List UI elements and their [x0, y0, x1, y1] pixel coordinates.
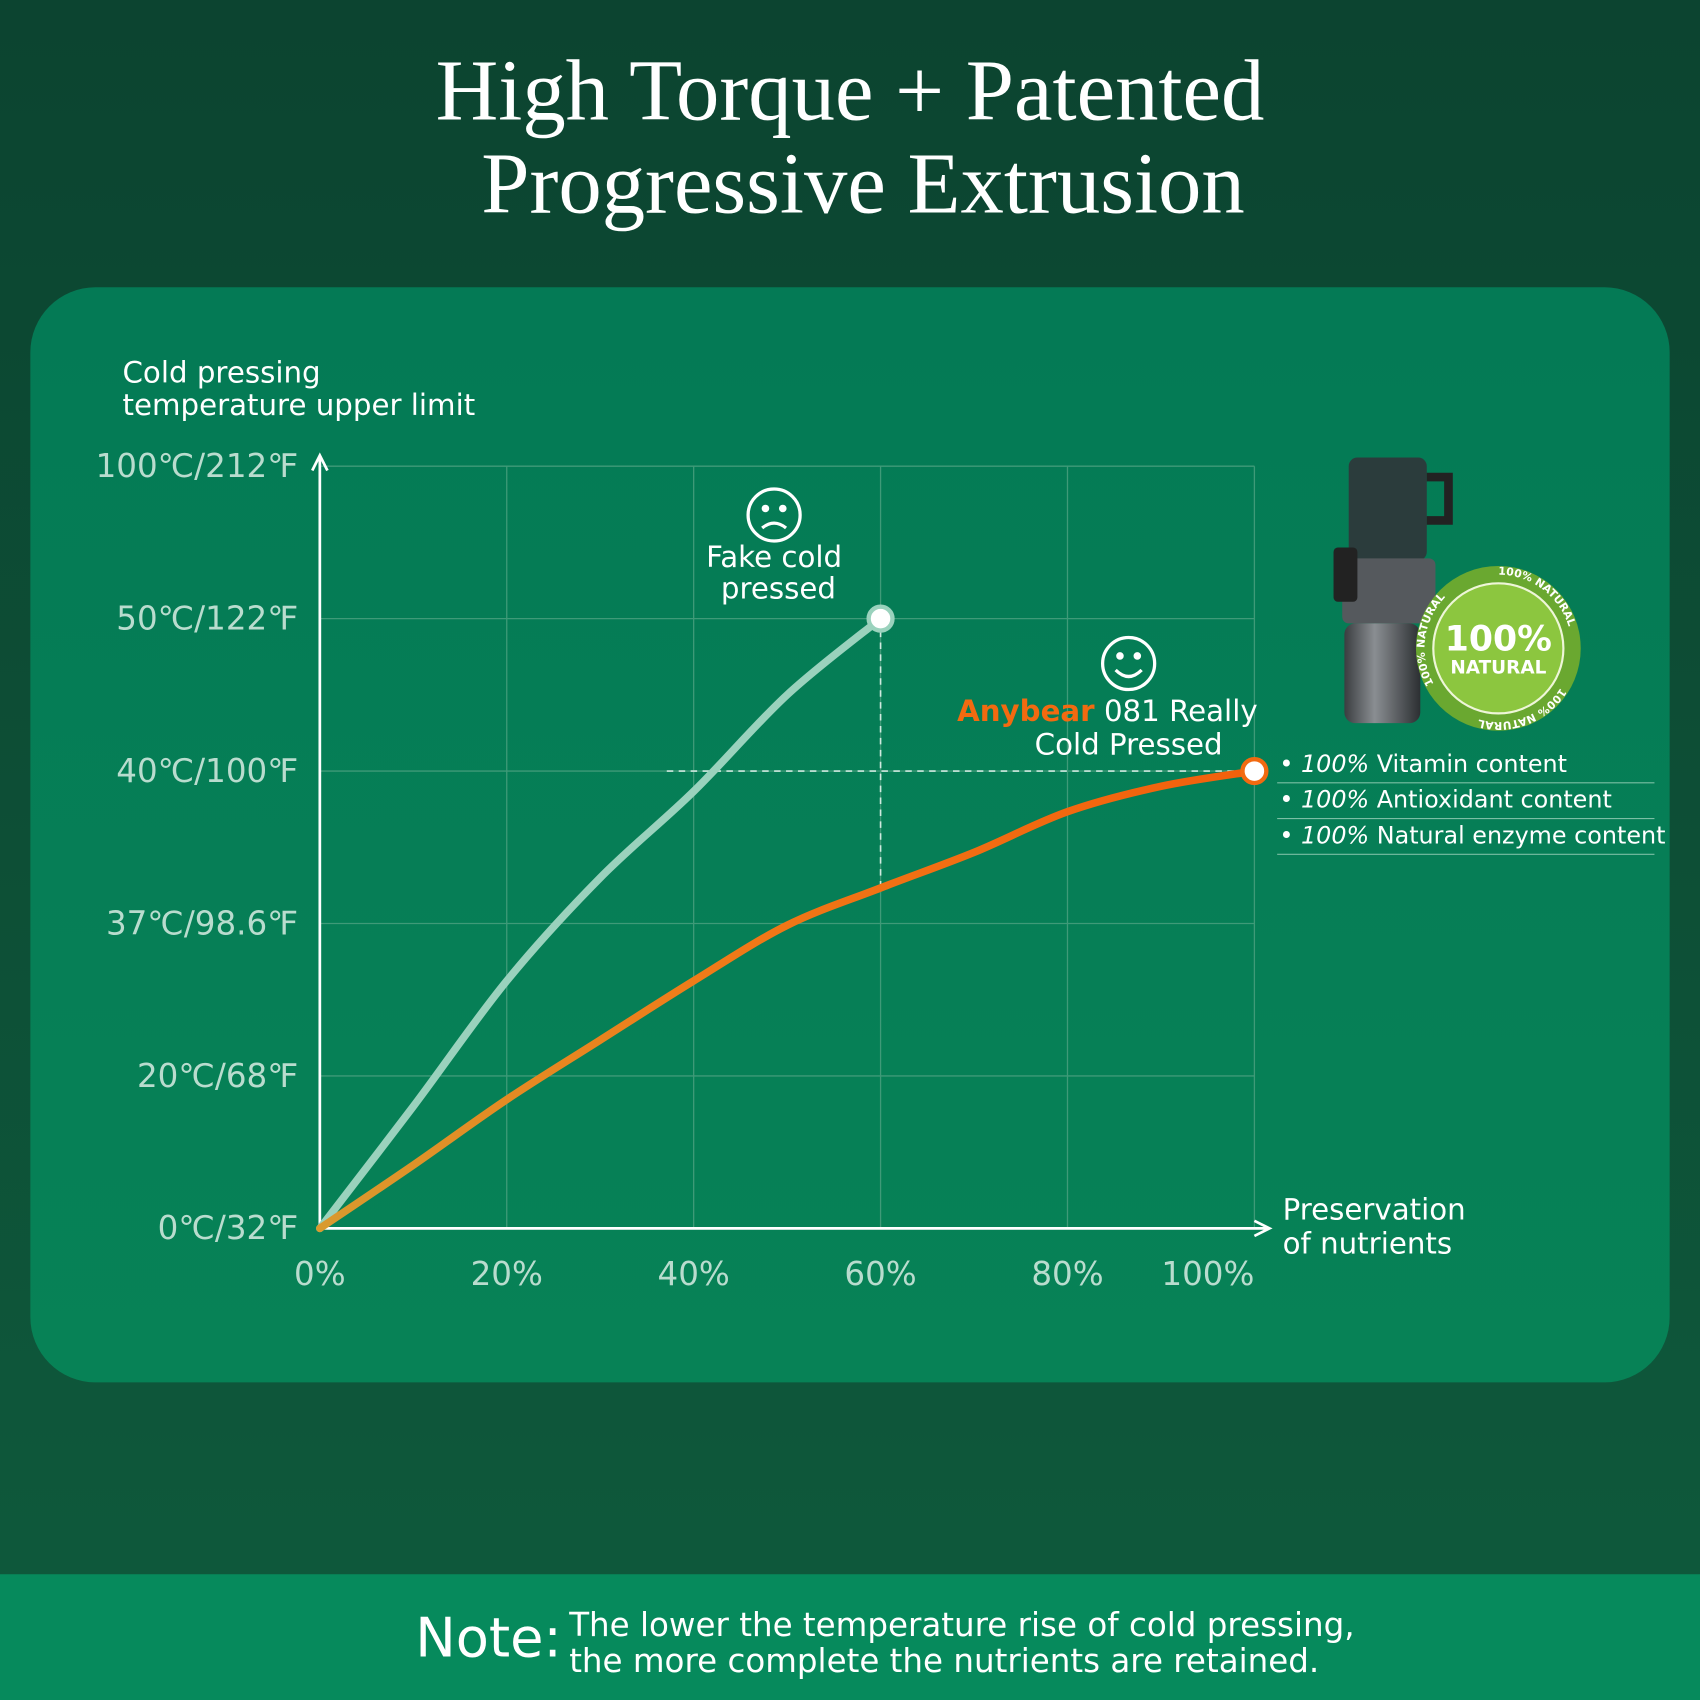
note-text: The lower the temperature rise of cold p…	[568, 1606, 1354, 1644]
y-axis-title: Cold pressing	[123, 356, 321, 390]
annotation-text: 081 Really	[1104, 694, 1258, 728]
x-axis	[319, 1219, 1273, 1238]
annotation: Anybear 081 Really	[957, 694, 1258, 728]
y-axis-title: temperature upper limit	[123, 388, 476, 422]
bullet: •	[1279, 821, 1301, 849]
bullet: •	[1279, 786, 1301, 814]
y-tick-label: 50℃/122℉	[116, 599, 298, 637]
x-tick-label: 80%	[1031, 1255, 1103, 1293]
y-tick-label: 20℃/68℉	[137, 1057, 298, 1095]
annotation: pressed	[721, 571, 836, 605]
series-line	[316, 614, 885, 1233]
badge-big: 100%	[1445, 620, 1552, 660]
benefit-pct: 100%	[1301, 750, 1369, 778]
x-axis-title: of nutrients	[1283, 1226, 1453, 1260]
x-tick-label: 20%	[471, 1255, 543, 1293]
happy-icon	[1100, 635, 1157, 692]
x-tick-label: 40%	[658, 1255, 730, 1293]
y-tick-label: 40℃/100℉	[116, 752, 298, 790]
chart-card	[30, 287, 1670, 1383]
x-axis-title: Preservation	[1283, 1193, 1466, 1227]
brand: Anybear	[957, 694, 1095, 728]
end-point	[866, 604, 895, 633]
note-text: the more complete the nutrients are reta…	[569, 1642, 1319, 1680]
note-band	[0, 1574, 1700, 1700]
sad-icon	[746, 487, 802, 543]
plot: 0℃/32℉ 20℃/68℉ 37℃/98.6℉ 40℃/100℉ 50℃/122℉ 10…	[96, 447, 1273, 1293]
bullet: •	[1279, 750, 1301, 778]
benefit-pct: 100%	[1301, 821, 1369, 849]
benefit-pct: 100%	[1301, 786, 1369, 814]
title: Progressive Extrusion	[481, 136, 1245, 232]
benefit-text: Natural enzyme content	[1377, 821, 1666, 849]
x-tick-label: 0%	[294, 1255, 346, 1293]
annotation: Cold Pressed	[1035, 728, 1223, 762]
x-tick-label: 100%	[1161, 1255, 1254, 1293]
y-axis	[311, 452, 329, 1229]
badge-small: NATURAL	[1450, 657, 1546, 678]
benefit: • 100% Natural enzyme content	[1279, 821, 1665, 849]
series-line	[316, 767, 1259, 1233]
benefit-text: Vitamin content	[1377, 750, 1567, 778]
x-tick-label: 60%	[844, 1255, 916, 1293]
y-tick-label: 100℃/212℉	[96, 447, 299, 485]
benefit: • 100% Vitamin content	[1279, 750, 1567, 778]
note-label: Note:	[415, 1607, 562, 1670]
end-point	[1240, 756, 1269, 786]
product-image	[1333, 457, 1453, 724]
benefit: • 100% Antioxidant content	[1279, 786, 1611, 814]
y-tick-label: 37℃/98.6℉	[106, 904, 298, 942]
title: High Torque + Patented	[436, 42, 1265, 138]
annotation: Fake cold	[706, 540, 842, 574]
y-tick-label: 0℃/32℉	[158, 1209, 298, 1247]
benefit-text: Antioxidant content	[1377, 786, 1612, 814]
benefits: • 100% Vitamin content• 100% Antioxidant…	[1277, 750, 1665, 855]
